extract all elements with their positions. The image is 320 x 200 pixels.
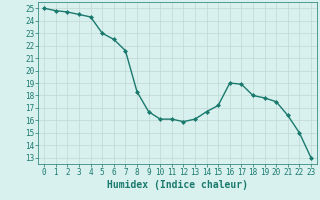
X-axis label: Humidex (Indice chaleur): Humidex (Indice chaleur)	[107, 180, 248, 190]
